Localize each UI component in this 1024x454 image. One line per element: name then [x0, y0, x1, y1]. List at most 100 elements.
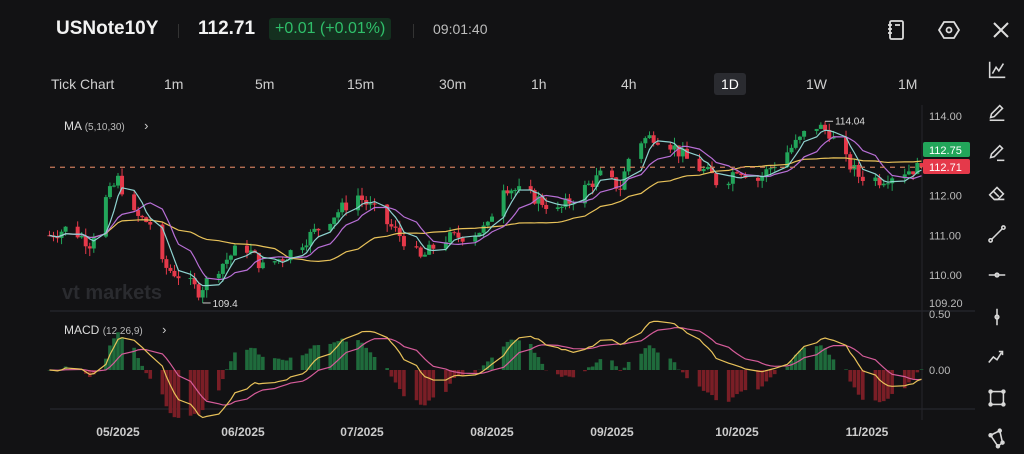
- macd-histogram-bar: [614, 366, 618, 370]
- candle-down: [360, 195, 364, 201]
- macd-histogram-bar: [622, 367, 627, 370]
- candle-down: [372, 203, 377, 205]
- macd-histogram-bar: [257, 354, 261, 370]
- price-tag: [923, 142, 970, 157]
- candle-up: [906, 171, 911, 175]
- settings-hexagon-icon[interactable]: [937, 18, 961, 42]
- macd-histogram-bar: [556, 370, 560, 375]
- macd-histogram-bar: [92, 370, 96, 375]
- tab-15m[interactable]: 15m: [347, 76, 375, 92]
- macd-histogram-bar: [233, 352, 237, 370]
- candle-up: [481, 225, 486, 233]
- candle-up: [873, 177, 878, 182]
- candle-up: [220, 263, 225, 274]
- macd-histogram-bar: [108, 345, 112, 370]
- tab-1h[interactable]: 1h: [531, 76, 547, 92]
- macd-histogram-bar: [328, 343, 333, 370]
- macd-histogram-bar: [915, 370, 920, 373]
- macd-histogram-bar: [245, 349, 249, 370]
- pencil-icon[interactable]: [986, 101, 1008, 123]
- candle-up: [422, 254, 427, 257]
- candle-down: [877, 177, 882, 186]
- candle-up: [473, 235, 478, 242]
- polyline-icon[interactable]: [986, 346, 1008, 368]
- macd-histogram-bar: [814, 346, 819, 370]
- candle-down: [848, 154, 853, 170]
- candle-up: [802, 130, 807, 137]
- close-icon[interactable]: [989, 18, 1013, 42]
- rectangle-icon[interactable]: [986, 387, 1008, 409]
- candle-up: [188, 278, 193, 280]
- macd-histogram-bar: [528, 344, 533, 370]
- vertical-line-icon[interactable]: [986, 306, 1008, 328]
- candle-up: [513, 190, 518, 192]
- macd-histogram-bar: [681, 370, 685, 373]
- macd-histogram-bar: [168, 370, 173, 414]
- polygon-icon[interactable]: [986, 427, 1008, 449]
- tab-1w[interactable]: 1W: [806, 76, 827, 92]
- price-chart[interactable]: vt markets 114.00 112.00 111.00 110.00 109.2…: [0, 0, 980, 454]
- tab-5m[interactable]: 5m: [255, 76, 275, 92]
- watermark-logo: vt markets: [62, 282, 162, 304]
- macd-histogram-bar: [743, 370, 748, 391]
- macd-histogram-bar: [731, 370, 735, 398]
- macd-name: MACD: [64, 323, 100, 337]
- macd-histogram-bar: [536, 357, 541, 370]
- candle-down: [735, 172, 739, 174]
- candle-up: [598, 170, 603, 176]
- candle-up: [485, 221, 490, 226]
- candle-up: [902, 174, 907, 179]
- tab-1m[interactable]: 1M: [898, 76, 918, 92]
- candle-down: [244, 245, 249, 253]
- macd-histogram-bar: [768, 370, 773, 378]
- candle-up: [680, 148, 685, 157]
- tab-1d[interactable]: 1D: [714, 73, 746, 95]
- macd-histogram-bar: [656, 352, 660, 370]
- candle-down: [397, 227, 402, 237]
- candle-down: [176, 276, 181, 279]
- tab-tick-chart[interactable]: Tick Chart: [51, 76, 115, 92]
- macd-histogram-bar: [253, 348, 257, 370]
- macd-histogram-bar: [856, 370, 861, 395]
- indicator-chart-icon[interactable]: [986, 59, 1008, 81]
- macd-histogram-bar: [229, 361, 233, 370]
- candle-up: [622, 171, 627, 190]
- candle-up: [111, 185, 116, 187]
- candle-down: [714, 173, 719, 186]
- horizontal-line-icon[interactable]: [986, 264, 1008, 286]
- macd-indicator-label[interactable]: MACD (12,26,9) ›: [64, 322, 166, 337]
- macd-histogram-bar: [444, 370, 448, 392]
- candle-up: [103, 197, 108, 237]
- candle-up: [356, 195, 361, 211]
- date-tick: 06/2025: [221, 425, 265, 439]
- macd-histogram-bar: [200, 370, 205, 411]
- macd-histogram-bar: [221, 370, 225, 380]
- macd-histogram-bar: [188, 370, 193, 416]
- candle-up: [814, 128, 819, 131]
- macd-histogram-bar: [618, 370, 623, 371]
- chevron-right-icon[interactable]: ›: [162, 322, 167, 337]
- macd-histogram-bar: [481, 365, 486, 370]
- date-tick: 07/2025: [340, 425, 384, 439]
- tab-4h[interactable]: 4h: [621, 76, 637, 92]
- candle-up: [332, 217, 337, 225]
- tab-1m[interactable]: 1m: [164, 76, 184, 92]
- clock-time: 09:01:40: [433, 21, 488, 37]
- macd-histogram-bar: [890, 370, 894, 394]
- candle-down: [55, 237, 60, 239]
- macd-histogram-bar: [672, 362, 677, 370]
- tab-30m[interactable]: 30m: [439, 76, 467, 92]
- trend-line-icon[interactable]: [986, 223, 1008, 245]
- candle-up: [643, 138, 648, 144]
- candle-up: [881, 183, 886, 186]
- candle-up: [785, 152, 790, 168]
- candle-up: [509, 190, 514, 194]
- ma-indicator-label[interactable]: MA (5,10,30) ›: [64, 118, 148, 133]
- notebook-icon[interactable]: [884, 18, 908, 42]
- chevron-right-icon[interactable]: ›: [144, 118, 149, 133]
- eraser-icon[interactable]: [986, 182, 1008, 204]
- macd-histogram-bar: [756, 370, 760, 390]
- candle-up: [288, 250, 293, 261]
- macd-histogram-bar: [827, 354, 832, 370]
- pencil-line-icon[interactable]: [986, 142, 1008, 164]
